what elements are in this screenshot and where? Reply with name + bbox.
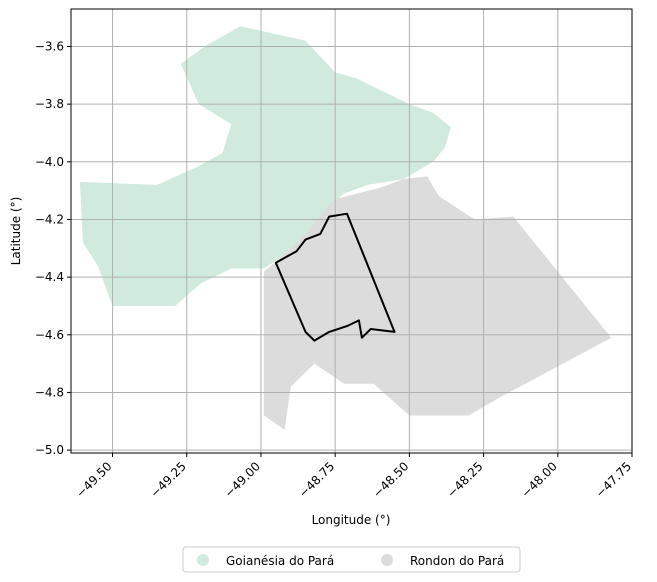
y-ticks: −3.6 −3.8 −4.0 −4.2 −4.4 −4.6 −4.8 −5.0 <box>35 39 71 457</box>
x-tick-label: −49.25 <box>148 459 189 500</box>
x-tick-label: −47.75 <box>593 459 634 500</box>
x-tick-label: −49.00 <box>222 459 263 500</box>
legend-marker-goianesia <box>197 554 209 566</box>
x-tick-label: −49.50 <box>73 459 114 500</box>
region-0 <box>79 26 451 307</box>
legend-box <box>182 546 521 573</box>
y-tick-label: −4.6 <box>35 328 64 342</box>
y-tick-label: −3.8 <box>35 97 64 111</box>
y-axis-label: Latitude (°) <box>9 197 23 266</box>
y-tick-label: −5.0 <box>35 443 64 457</box>
x-tick-label: −48.50 <box>370 459 411 500</box>
outline-layer <box>274 212 396 342</box>
y-tick-label: −4.2 <box>35 212 64 226</box>
plot-area <box>70 8 633 454</box>
legend-marker-rondon <box>381 554 393 566</box>
legend-label-rondon: Rondon do Pará <box>410 554 504 568</box>
x-axis-label: Longitude (°) <box>312 513 391 527</box>
y-tick-label: −4.4 <box>35 270 64 284</box>
legend-label-goianesia: Goianésia do Pará <box>226 554 334 568</box>
y-tick-label: −4.8 <box>35 385 64 399</box>
legend: Goianésia do Pará Rondon do Pará <box>182 546 521 573</box>
regions-layer <box>79 26 612 430</box>
y-tick-label: −3.6 <box>35 39 64 53</box>
x-tick-label: −48.75 <box>296 459 337 500</box>
x-tick-label: −48.25 <box>444 459 485 500</box>
outline-boundary <box>274 212 396 342</box>
axes-frame <box>70 8 633 454</box>
x-tick-label: −48.00 <box>519 459 560 500</box>
x-ticks: −49.50 −49.25 −49.00 −48.75 −48.50 −48.25 −48.… <box>73 453 634 501</box>
region-1 <box>263 176 612 430</box>
y-tick-label: −4.0 <box>35 155 64 169</box>
